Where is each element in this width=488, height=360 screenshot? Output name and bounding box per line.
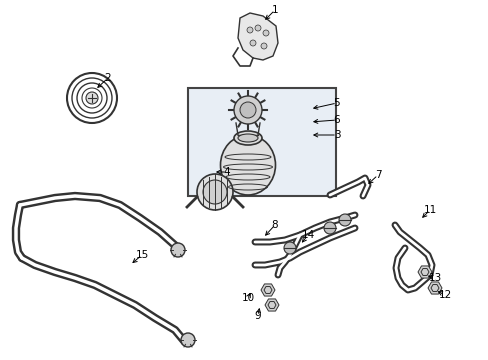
- Text: 12: 12: [437, 290, 451, 300]
- Circle shape: [240, 102, 256, 118]
- Bar: [187, 88, 335, 196]
- Text: 15: 15: [135, 250, 148, 260]
- Circle shape: [171, 243, 184, 257]
- Text: 5: 5: [333, 98, 340, 108]
- Text: 6: 6: [333, 115, 340, 125]
- Polygon shape: [264, 287, 271, 293]
- Circle shape: [246, 27, 252, 33]
- Ellipse shape: [220, 135, 275, 195]
- Circle shape: [249, 40, 256, 46]
- Circle shape: [86, 92, 98, 104]
- Polygon shape: [430, 284, 438, 292]
- Circle shape: [181, 333, 195, 347]
- Text: 2: 2: [104, 73, 111, 83]
- Text: 13: 13: [427, 273, 441, 283]
- Text: 8: 8: [271, 220, 278, 230]
- Polygon shape: [267, 302, 275, 309]
- Ellipse shape: [238, 134, 258, 142]
- Text: 14: 14: [301, 230, 314, 240]
- Circle shape: [284, 242, 295, 254]
- Circle shape: [254, 25, 261, 31]
- Circle shape: [263, 30, 268, 36]
- Polygon shape: [264, 299, 279, 311]
- Polygon shape: [261, 284, 274, 296]
- Circle shape: [324, 222, 335, 234]
- Text: 10: 10: [241, 293, 254, 303]
- Polygon shape: [420, 269, 428, 275]
- Circle shape: [234, 96, 262, 124]
- Text: 7: 7: [374, 170, 381, 180]
- Polygon shape: [417, 266, 431, 278]
- Text: 11: 11: [423, 205, 436, 215]
- Text: 9: 9: [254, 311, 261, 321]
- Circle shape: [261, 43, 266, 49]
- Text: 3: 3: [333, 130, 340, 140]
- Polygon shape: [238, 13, 278, 60]
- Circle shape: [197, 174, 232, 210]
- Circle shape: [338, 214, 350, 226]
- Circle shape: [203, 180, 226, 204]
- Polygon shape: [427, 282, 441, 294]
- Text: 4: 4: [223, 167, 230, 177]
- Ellipse shape: [234, 131, 262, 145]
- Text: 1: 1: [271, 5, 278, 15]
